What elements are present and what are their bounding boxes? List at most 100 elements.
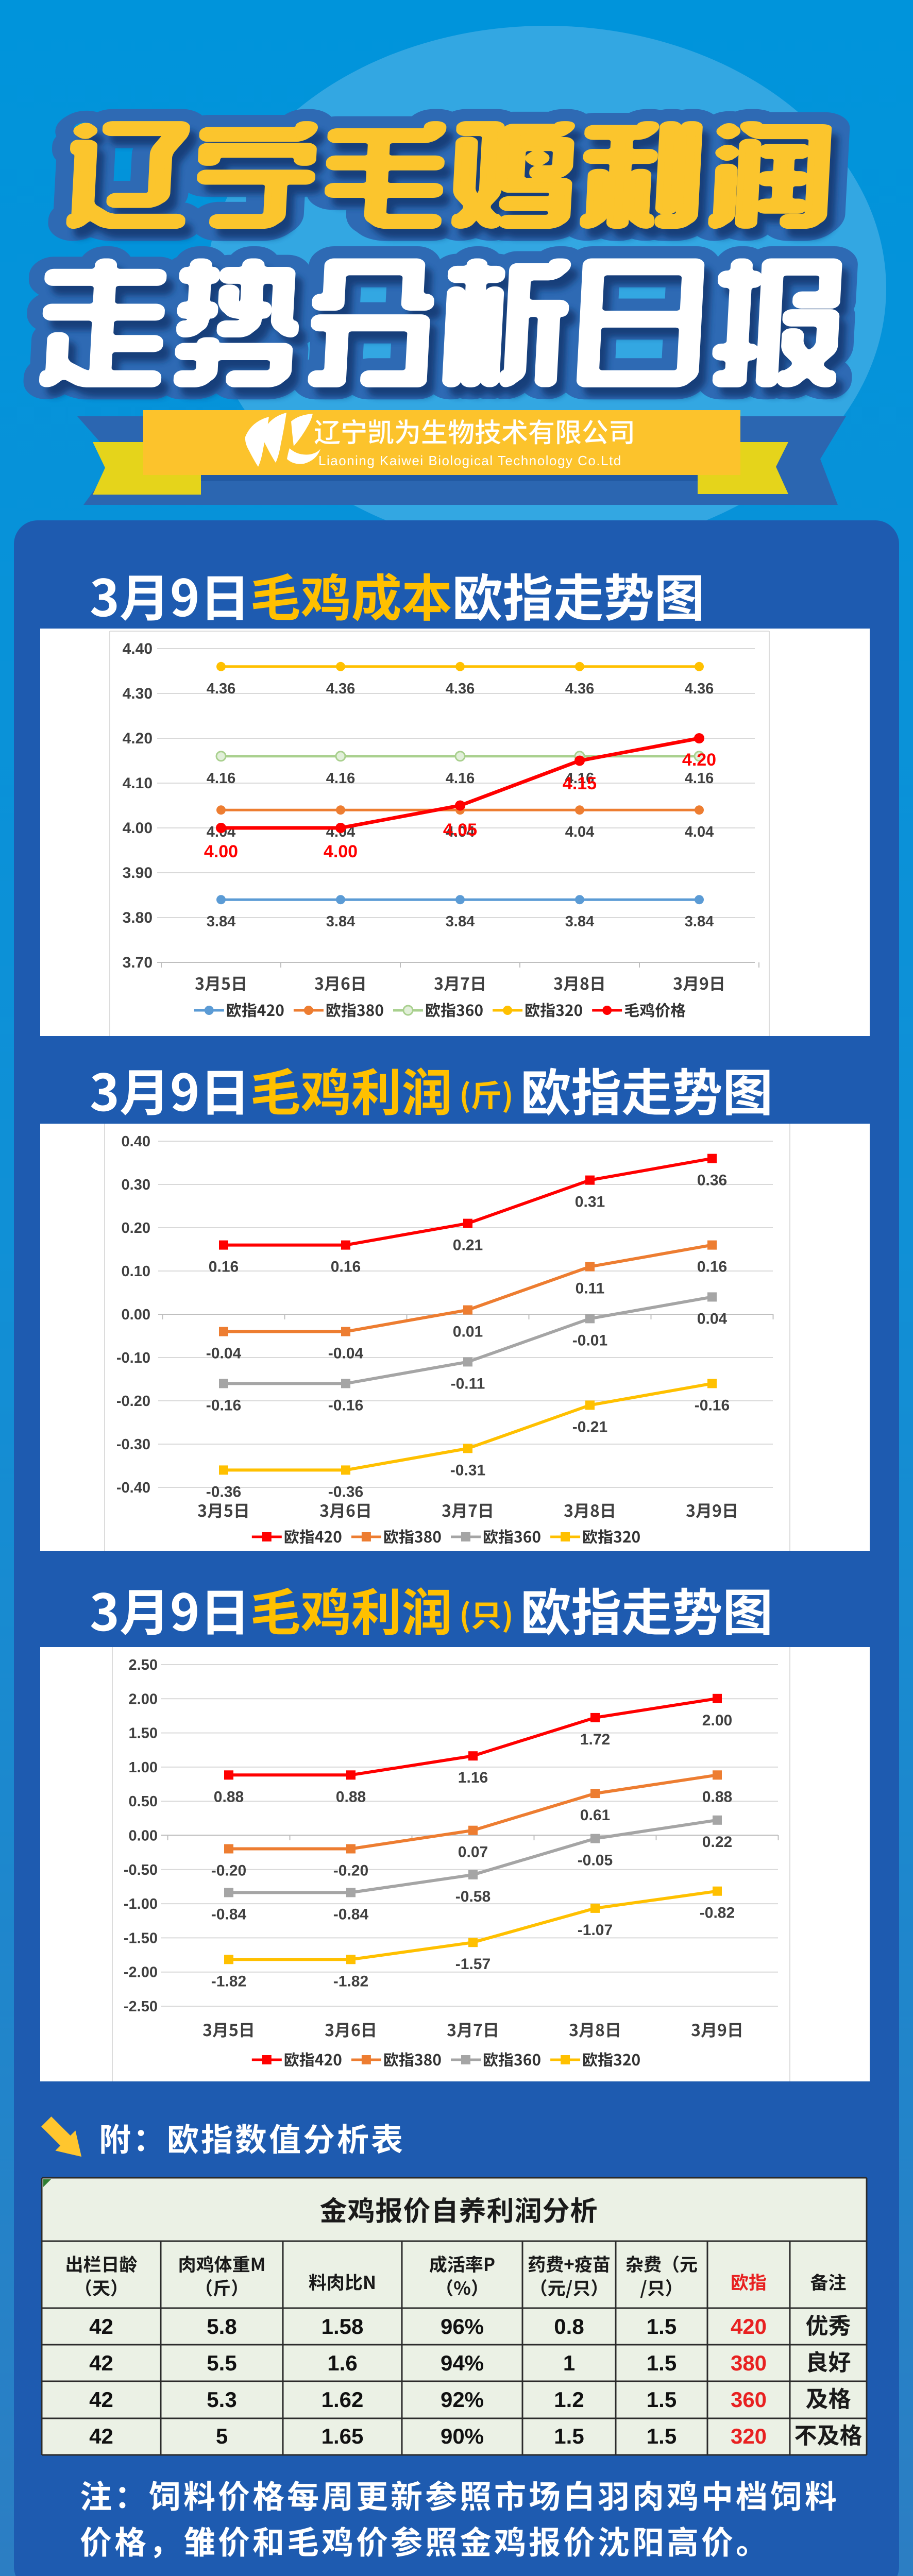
svg-text:3.70: 3.70 <box>123 954 153 971</box>
svg-text:-1.07: -1.07 <box>578 1922 613 1939</box>
svg-text:420: 420 <box>731 2314 767 2338</box>
svg-text:4.36: 4.36 <box>326 681 355 697</box>
svg-text:-0.16: -0.16 <box>328 1397 363 1414</box>
svg-text:-0.05: -0.05 <box>578 1852 613 1869</box>
svg-text:5.5: 5.5 <box>207 2351 236 2375</box>
svg-text:4.40: 4.40 <box>123 640 153 657</box>
svg-text:4.04: 4.04 <box>685 824 714 840</box>
svg-text:5: 5 <box>216 2424 228 2448</box>
svg-text:3.84: 3.84 <box>565 913 594 930</box>
svg-text:4.15: 4.15 <box>563 774 597 793</box>
svg-text:0.61: 0.61 <box>580 1807 610 1824</box>
svg-text:0.16: 0.16 <box>209 1259 239 1276</box>
svg-text:0.16: 0.16 <box>331 1259 361 1276</box>
svg-text:0.88: 0.88 <box>336 1788 366 1805</box>
svg-text:-0.82: -0.82 <box>700 1905 735 1922</box>
svg-text:-0.40: -0.40 <box>116 1480 150 1496</box>
svg-text:4.04: 4.04 <box>565 824 594 840</box>
svg-text:-0.20: -0.20 <box>333 1862 368 1879</box>
svg-text:-2.00: -2.00 <box>124 1964 158 1981</box>
svg-text:4.36: 4.36 <box>565 681 594 697</box>
svg-text:3.84: 3.84 <box>685 913 714 930</box>
svg-text:-2.50: -2.50 <box>124 1998 158 2015</box>
svg-text:-1.00: -1.00 <box>124 1896 158 1912</box>
svg-text:90%: 90% <box>441 2424 484 2448</box>
svg-text:4.05: 4.05 <box>443 820 477 840</box>
svg-text:-0.16: -0.16 <box>206 1397 241 1414</box>
svg-text:1.5: 1.5 <box>647 2314 677 2338</box>
svg-text:0.00: 0.00 <box>122 1307 150 1323</box>
svg-text:3.84: 3.84 <box>326 913 355 930</box>
svg-text:1.5: 1.5 <box>647 2351 677 2375</box>
svg-text:-0.04: -0.04 <box>206 1345 242 1362</box>
svg-text:1.16: 1.16 <box>458 1769 488 1786</box>
svg-text:1.58: 1.58 <box>322 2314 364 2338</box>
svg-text:2.50: 2.50 <box>129 1657 158 1673</box>
svg-text:1.2: 1.2 <box>554 2387 584 2412</box>
svg-text:-0.11: -0.11 <box>451 1375 485 1392</box>
svg-text:1.5: 1.5 <box>647 2387 677 2412</box>
svg-text:320: 320 <box>731 2424 767 2448</box>
svg-text:-1.82: -1.82 <box>211 1973 246 1990</box>
svg-text:360: 360 <box>731 2387 767 2412</box>
svg-text:4.00: 4.00 <box>204 842 238 861</box>
svg-text:0.88: 0.88 <box>214 1788 244 1805</box>
svg-text:92%: 92% <box>441 2387 484 2412</box>
svg-text:-0.01: -0.01 <box>572 1332 607 1349</box>
svg-text:0.11: 0.11 <box>576 1280 605 1297</box>
svg-text:4.16: 4.16 <box>685 770 714 787</box>
svg-text:4.20: 4.20 <box>682 750 716 770</box>
svg-text:Liaoning Kaiwei Biological Tec: Liaoning Kaiwei Biological Technology Co… <box>318 453 622 468</box>
svg-text:2.00: 2.00 <box>702 1712 732 1729</box>
svg-text:-0.36: -0.36 <box>206 1483 241 1500</box>
svg-text:0.04: 0.04 <box>697 1310 728 1327</box>
svg-text:-1.50: -1.50 <box>124 1930 158 1946</box>
svg-text:1.5: 1.5 <box>647 2424 677 2448</box>
svg-text:4.16: 4.16 <box>565 770 594 787</box>
svg-text:-0.20: -0.20 <box>211 1862 246 1879</box>
svg-text:1.6: 1.6 <box>327 2351 357 2375</box>
svg-text:1: 1 <box>563 2351 575 2375</box>
svg-text:4.30: 4.30 <box>123 685 153 702</box>
svg-text:0.01: 0.01 <box>453 1324 483 1341</box>
svg-text:3.84: 3.84 <box>207 913 235 930</box>
svg-text:-0.58: -0.58 <box>455 1888 491 1905</box>
svg-text:4.00: 4.00 <box>123 820 153 837</box>
svg-text:4.16: 4.16 <box>446 770 475 787</box>
svg-text:5.3: 5.3 <box>207 2387 236 2412</box>
svg-text:1.50: 1.50 <box>129 1725 158 1742</box>
svg-text:0.20: 0.20 <box>122 1220 150 1236</box>
svg-text:-0.20: -0.20 <box>116 1393 150 1410</box>
svg-text:0.00: 0.00 <box>129 1828 158 1844</box>
svg-text:3.90: 3.90 <box>123 865 153 882</box>
svg-text:42: 42 <box>89 2314 113 2338</box>
svg-text:0.10: 0.10 <box>122 1263 150 1280</box>
svg-text:0.16: 0.16 <box>697 1259 727 1276</box>
svg-text:42: 42 <box>89 2387 113 2412</box>
svg-text:1.65: 1.65 <box>322 2424 364 2448</box>
svg-text:4.00: 4.00 <box>324 842 358 861</box>
svg-text:-0.84: -0.84 <box>211 1906 247 1923</box>
svg-text:0.30: 0.30 <box>122 1177 150 1193</box>
svg-text:2.00: 2.00 <box>129 1691 158 1707</box>
svg-text:4.16: 4.16 <box>326 770 355 787</box>
svg-text:-0.16: -0.16 <box>695 1397 730 1414</box>
svg-text:-1.57: -1.57 <box>455 1956 491 1973</box>
svg-text:4.16: 4.16 <box>207 770 235 787</box>
svg-text:4.36: 4.36 <box>207 681 235 697</box>
svg-text:-0.36: -0.36 <box>328 1483 363 1500</box>
svg-text:4.36: 4.36 <box>685 681 714 697</box>
svg-text:0.21: 0.21 <box>453 1237 483 1254</box>
svg-text:4.10: 4.10 <box>123 775 153 792</box>
svg-text:0.31: 0.31 <box>575 1194 605 1211</box>
svg-text:3.80: 3.80 <box>123 909 153 926</box>
svg-text:-0.31: -0.31 <box>450 1462 485 1479</box>
svg-text:1.5: 1.5 <box>554 2424 584 2448</box>
svg-text:4.04: 4.04 <box>446 824 475 840</box>
svg-text:42: 42 <box>89 2351 113 2375</box>
svg-text:-0.10: -0.10 <box>116 1350 150 1366</box>
svg-text:4.36: 4.36 <box>446 681 475 697</box>
svg-text:96%: 96% <box>441 2314 484 2338</box>
svg-text:-0.30: -0.30 <box>116 1436 150 1453</box>
svg-text:1.62: 1.62 <box>322 2387 364 2412</box>
